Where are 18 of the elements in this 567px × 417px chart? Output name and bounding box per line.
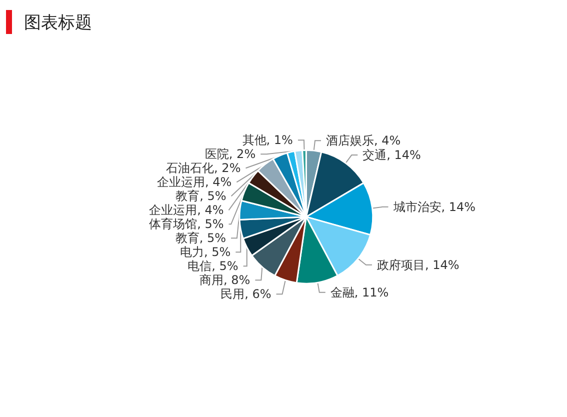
slice-label: 酒店娱乐, 4% xyxy=(326,134,401,148)
slice-label: 石油石化, 2% xyxy=(166,161,241,176)
slice-label: 其他, 1% xyxy=(242,133,293,148)
slice-label: 商用, 8% xyxy=(200,273,250,288)
slice-label: 金融, 11% xyxy=(330,285,389,300)
slice-label: 企业运用, 4% xyxy=(149,203,224,218)
slice-label: 教育, 5% xyxy=(175,231,226,246)
slice-label: 民用, 6% xyxy=(220,287,272,302)
slice-label: 体育场馆, 5% xyxy=(149,217,224,232)
slice-label: 教育, 5% xyxy=(176,189,226,204)
slice-label: 医院, 2% xyxy=(204,147,256,162)
slice-label: 电信, 5% xyxy=(188,259,238,274)
slice-label: 城市治安, 14% xyxy=(392,200,476,214)
slice-label: 交通, 14% xyxy=(362,148,421,162)
chart-title: 图表标题 xyxy=(24,12,92,34)
slice-label: 电力, 5% xyxy=(180,245,231,260)
slice-label: 企业运用, 4% xyxy=(157,175,232,190)
slice-label: 政府项目, 14% xyxy=(376,258,460,272)
